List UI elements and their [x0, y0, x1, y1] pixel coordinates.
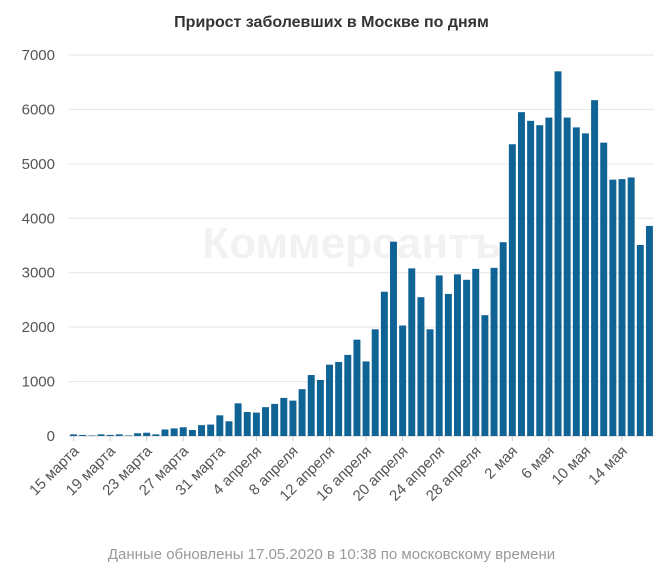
update-note: Данные обновлены 17.05.2020 в 10:38 по м…	[107, 546, 556, 563]
bar	[124, 435, 132, 436]
bar	[554, 71, 562, 436]
bar	[170, 428, 178, 436]
bar	[134, 433, 142, 436]
bar	[472, 268, 480, 436]
bar	[591, 100, 599, 437]
bar	[225, 421, 233, 436]
bar	[508, 144, 516, 436]
bars	[70, 71, 653, 437]
bar	[481, 315, 489, 436]
bar	[408, 268, 416, 436]
bar	[344, 354, 352, 436]
chart-title: Прирост заболевших в Москве по дням	[174, 14, 489, 31]
bar	[97, 434, 105, 436]
bar	[572, 127, 580, 436]
y-tick-label: 1000	[22, 374, 55, 391]
bar	[106, 434, 114, 436]
bar	[645, 225, 653, 436]
bar	[289, 400, 297, 436]
bar	[188, 430, 196, 436]
bar	[517, 112, 525, 437]
bar	[280, 397, 288, 436]
bar	[234, 403, 242, 436]
bar	[463, 279, 471, 436]
bar	[152, 434, 160, 436]
bar	[618, 179, 626, 436]
y-tick-label: 2000	[22, 319, 55, 336]
bar	[252, 412, 260, 436]
y-tick-label: 3000	[22, 265, 55, 282]
bar	[161, 429, 169, 436]
bar	[380, 291, 388, 436]
y-axis: 0 1000 2000 3000 4000 5000 6000 7000	[22, 47, 55, 445]
bar	[435, 275, 443, 436]
bar	[143, 432, 151, 436]
bar	[115, 434, 123, 436]
bar	[490, 267, 498, 436]
bar	[216, 415, 224, 436]
bar	[417, 297, 425, 436]
y-tick-label: 7000	[22, 47, 55, 64]
bar	[316, 379, 324, 436]
bar	[627, 177, 635, 436]
bar	[581, 133, 589, 436]
bar	[636, 244, 644, 436]
bar	[545, 117, 553, 436]
watermark-logo: Коммерсантъ	[202, 219, 501, 268]
bar	[353, 339, 361, 436]
bar	[371, 329, 379, 436]
bar	[79, 434, 87, 436]
bar	[179, 427, 187, 436]
bar	[609, 179, 617, 436]
bar	[298, 389, 306, 436]
x-tick-label: 10 мая	[549, 443, 595, 489]
bar	[426, 329, 434, 436]
bar	[527, 120, 535, 437]
bar	[563, 117, 571, 436]
y-tick-label: 6000	[22, 101, 55, 118]
bar	[307, 375, 315, 436]
y-tick-label: 5000	[22, 156, 55, 173]
bar	[454, 274, 461, 436]
bar	[335, 361, 343, 436]
y-tick-label: 0	[47, 428, 55, 445]
x-tick-label: 2 мая	[481, 443, 521, 483]
bar	[444, 293, 452, 436]
bar	[499, 242, 507, 436]
bar	[207, 424, 215, 436]
y-tick-label: 4000	[22, 210, 55, 227]
bar	[70, 434, 78, 436]
bar	[198, 425, 206, 436]
bar	[390, 241, 397, 436]
bar	[399, 325, 407, 436]
bar	[262, 407, 269, 436]
x-tick-label: 14 мая	[585, 443, 631, 489]
bar	[326, 364, 333, 436]
bar	[536, 125, 544, 437]
bar	[243, 412, 251, 436]
bar	[362, 361, 370, 436]
bar	[600, 142, 608, 436]
bar	[88, 435, 96, 436]
bar	[271, 403, 279, 436]
